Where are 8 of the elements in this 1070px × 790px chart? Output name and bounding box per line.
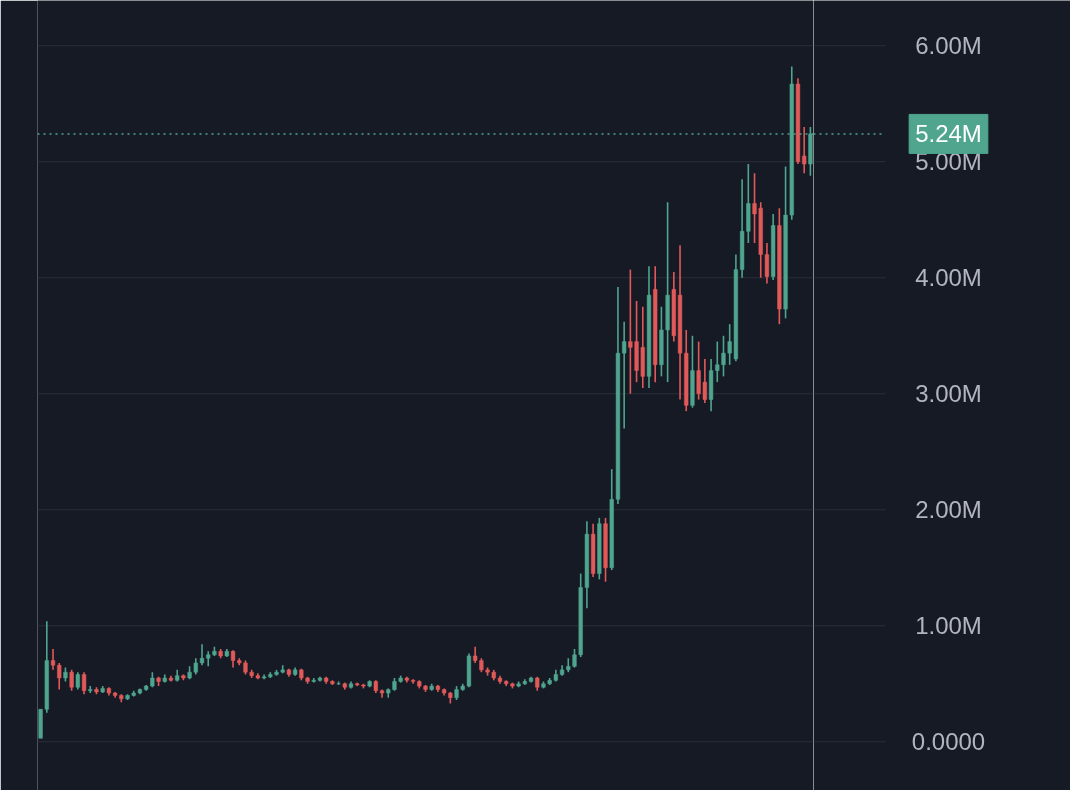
y-tick-label: 5.00M: [915, 148, 982, 176]
y-tick-label: 1.00M: [915, 612, 982, 640]
y-tick-label: 0.0000: [911, 728, 986, 756]
ref-line-label: 5.24M: [915, 120, 982, 148]
y-tick-label: 3.00M: [915, 380, 982, 408]
y-tick-label: 2.00M: [915, 496, 982, 524]
y-tick-label: 4.00M: [915, 264, 982, 292]
y-tick-label: 6.00M: [915, 32, 982, 60]
